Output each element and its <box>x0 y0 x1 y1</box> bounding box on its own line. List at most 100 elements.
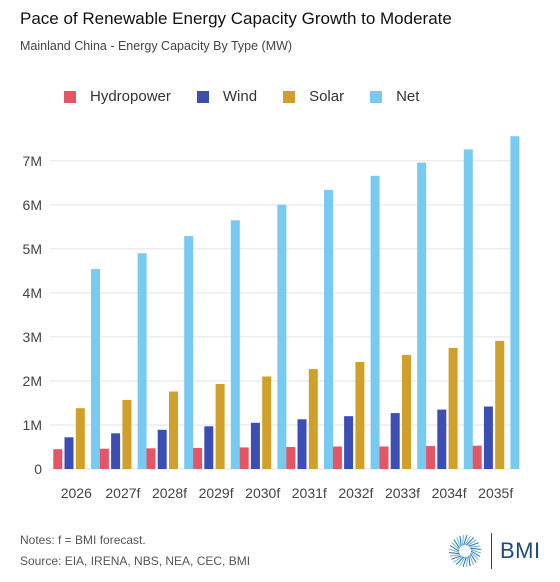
bar-net-2032f <box>370 175 380 470</box>
chart-notes: Notes: f = BMI forecast. <box>20 533 146 547</box>
legend-item-solar: Solar <box>283 88 344 105</box>
chart-subtitle: Mainland China - Energy Capacity By Type… <box>20 39 293 53</box>
chart-legend: Hydropower Wind Solar Net <box>64 88 445 105</box>
bar-wind-2030f <box>250 422 260 469</box>
legend-item-hydropower: Hydropower <box>64 88 171 105</box>
x-tick-label: 2032f <box>338 485 373 501</box>
bars <box>53 136 520 470</box>
y-tick-label: 1M <box>23 417 42 433</box>
bar-solar-2033f <box>402 355 411 469</box>
bar-net-2028f <box>184 236 194 469</box>
bar-solar-2028f <box>169 391 178 469</box>
bar-net-2027f <box>137 253 147 469</box>
bar-solar-2032f <box>355 362 365 469</box>
y-tick-label: 4M <box>23 285 42 301</box>
logo-ray <box>456 537 461 548</box>
x-tick-label: 2028f <box>152 485 187 501</box>
brand-divider <box>491 533 492 569</box>
logo-ray <box>449 545 460 552</box>
legend-swatch-hydropower <box>64 90 76 103</box>
logo-ray <box>455 556 465 565</box>
logo-ray <box>453 555 463 563</box>
bar-wind-2034f <box>437 409 447 469</box>
legend-label-hydropower: Hydropower <box>90 88 171 105</box>
logo-ray <box>465 537 475 546</box>
logo-ray <box>461 535 464 546</box>
x-tick-label: 2035f <box>478 485 513 501</box>
bar-net-2029f <box>230 220 240 469</box>
y-tick-label: 3M <box>23 329 42 345</box>
bar-wind-2031f <box>297 419 307 469</box>
brand-logo: BMI <box>447 533 541 569</box>
x-tick-label: 2034f <box>432 485 467 501</box>
bar-wind-2029f <box>204 426 214 469</box>
y-axis-ticks: 0 1M 2M 3M 4M 5M 6M 7M <box>23 153 43 477</box>
logo-ray <box>451 555 462 560</box>
logo-ray <box>448 548 460 553</box>
logo-ray <box>463 534 468 546</box>
logo-ray <box>449 552 460 555</box>
logo-ray <box>464 535 471 546</box>
bar-solar-2027f <box>122 399 132 469</box>
logo-ray <box>453 539 461 549</box>
brand-name: BMI <box>500 538 541 563</box>
logo-ray <box>459 535 462 547</box>
bar-wind-2026 <box>64 437 74 469</box>
bar-wind-2027f <box>111 433 121 469</box>
y-tick-label: 6M <box>23 197 42 213</box>
logo-ray <box>470 549 482 554</box>
legend-item-net: Net <box>370 88 419 105</box>
chart-source: Source: EIA, IRENA, NBS, NEA, CEC, BMI <box>20 554 251 568</box>
x-tick-label: 2030f <box>245 485 280 501</box>
logo-ray <box>469 545 481 548</box>
logo-ray <box>469 554 474 565</box>
legend-label-wind: Wind <box>222 88 258 105</box>
bar-net-2034f <box>463 149 473 469</box>
bar-hydropower-2029f <box>193 447 203 469</box>
bar-solar-2031f <box>308 369 318 469</box>
bar-solar-2029f <box>215 384 225 469</box>
bar-hydropower-2033f <box>379 446 389 469</box>
logo-ray <box>451 541 460 551</box>
legend-label-solar: Solar <box>309 88 345 105</box>
y-tick-label: 7M <box>23 153 42 169</box>
bar-wind-2032f <box>344 416 354 469</box>
bar-net-2026 <box>91 269 100 469</box>
logo-ray <box>468 555 471 567</box>
bar-hydropower-2032f <box>332 446 342 469</box>
legend-swatch-wind <box>196 90 209 103</box>
x-tick-label: 2031f <box>292 485 327 501</box>
logo-ray <box>462 556 467 568</box>
bar-solar-2030f <box>262 376 272 469</box>
logo-ray <box>470 550 481 557</box>
bar-solar-2034f <box>448 347 458 469</box>
y-tick-label: 5M <box>23 241 42 257</box>
bar-net-2033f <box>417 162 427 469</box>
legend-swatch-solar <box>283 90 296 103</box>
bar-hydropower-2026 <box>53 449 63 469</box>
logo-ray <box>466 556 469 567</box>
legend-label-net: Net <box>396 88 420 105</box>
logo-ray <box>467 539 477 547</box>
x-tick-label: 2033f <box>385 485 420 501</box>
bar-hydropower-2031f <box>286 447 296 469</box>
logo-ray <box>469 553 477 563</box>
x-axis-ticks: 2026 2027f 2028f 2029f 2030f 2031f 2032f 2033f 2… <box>61 485 514 501</box>
y-tick-label: 2M <box>23 373 42 389</box>
bar-wind-2033f <box>390 413 400 469</box>
x-tick-label: 2029f <box>199 485 234 501</box>
logo-ray <box>459 556 466 567</box>
bar-net-2030f <box>277 204 287 470</box>
chart-title: Pace of Renewable Energy Capacity Growth… <box>20 9 452 28</box>
y-tick-label: 0 <box>34 461 42 477</box>
bar-hydropower-2028f <box>146 448 156 469</box>
bmi-sunburst-icon <box>448 534 482 568</box>
bar-net-2035f <box>510 136 520 469</box>
logo-ray <box>468 542 479 547</box>
bar-solar-2026 <box>75 408 85 469</box>
x-tick-label: 2027f <box>105 485 140 501</box>
legend-item-wind: Wind <box>196 88 258 105</box>
bar-net-2031f <box>324 189 333 469</box>
bar-wind-2035f <box>483 406 493 469</box>
logo-ray <box>470 551 479 561</box>
